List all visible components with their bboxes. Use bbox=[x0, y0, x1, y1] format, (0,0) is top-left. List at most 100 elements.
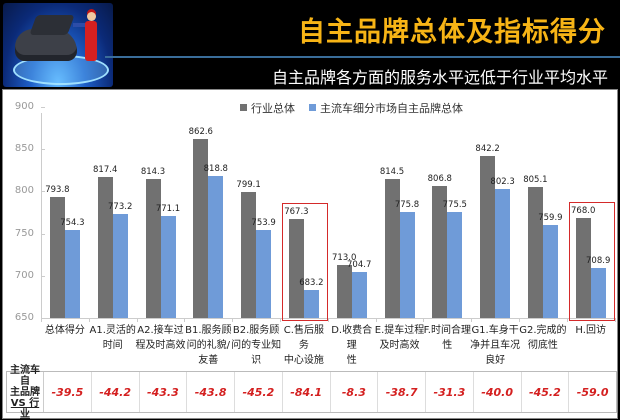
x-category-label: G1.车身干 净并且车况良好 bbox=[470, 323, 520, 368]
x-category-label: D.收费合理性 bbox=[327, 323, 377, 368]
data-label-domestic: 753.9 bbox=[251, 218, 276, 229]
difference-cell: -40.0 bbox=[474, 372, 522, 412]
data-label-domestic: 773.2 bbox=[108, 202, 133, 213]
data-label-industry: 842.2 bbox=[475, 143, 500, 154]
category-label-line: C.售后服务 bbox=[283, 325, 324, 351]
bar-industry bbox=[145, 179, 161, 318]
x-tick-mark bbox=[375, 318, 377, 322]
data-label-domestic: 802.3 bbox=[490, 177, 515, 188]
difference-cell: -59.0 bbox=[576, 385, 609, 399]
y-tick-label: 700 bbox=[14, 269, 34, 281]
category-label-line: B1.服务顾 bbox=[185, 325, 232, 336]
legend-label: 主流车细分市场自主品牌总体 bbox=[320, 102, 463, 115]
x-tick-mark bbox=[232, 318, 234, 322]
category-label-line: B2.服务顾 bbox=[232, 325, 280, 336]
legend-item-industry: 行业总体 bbox=[240, 100, 295, 116]
y-tick-label: 800 bbox=[14, 185, 34, 197]
bar-industry bbox=[241, 192, 257, 318]
category-label-line: 良好 bbox=[485, 355, 506, 366]
bar-industry bbox=[384, 179, 400, 318]
bar-domestic bbox=[208, 175, 224, 318]
category-label-line: G1.车身干 bbox=[471, 325, 519, 336]
data-label-industry: 805.1 bbox=[523, 175, 548, 186]
difference-cell: -43.8 bbox=[187, 372, 235, 412]
data-label-industry: 799.1 bbox=[236, 180, 261, 191]
difference-row-header: 主流车自 主品牌 VS 行业 bbox=[7, 365, 44, 420]
bar-domestic bbox=[160, 215, 176, 318]
data-label-domestic: 759.9 bbox=[538, 213, 563, 224]
difference-cell: -43.3 bbox=[140, 372, 188, 412]
data-label-domestic: 775.8 bbox=[394, 199, 420, 210]
bar-domestic bbox=[590, 268, 606, 318]
bar-industry bbox=[193, 138, 209, 318]
x-category-label: C.售后服务 中心设施 bbox=[279, 323, 329, 368]
header: 自主品牌总体及指标得分 自主品牌各方面的服务水平远低于行业平均水平 bbox=[0, 0, 620, 90]
x-category-label: A1.灵活的 时间 bbox=[88, 323, 138, 353]
data-label-domestic: 771.1 bbox=[155, 203, 181, 214]
bar-industry bbox=[97, 176, 113, 318]
difference-cell: -39.5 bbox=[44, 372, 92, 412]
category-label-line: 问的专业知 bbox=[231, 340, 282, 351]
difference-table: 主流车自 主品牌 VS 行业 -39.5 -44.2 -43.3 -43.8 -… bbox=[6, 365, 617, 420]
y-tick-mark bbox=[41, 107, 45, 108]
difference-cell: -44.2 bbox=[92, 372, 140, 412]
x-category-label: B2.服务顾 问的专业知识 bbox=[231, 323, 281, 368]
difference-cell: -45.2 bbox=[235, 372, 283, 412]
bar-industry bbox=[480, 155, 496, 318]
x-tick-mark bbox=[41, 318, 42, 322]
bar-domestic bbox=[447, 212, 463, 318]
data-label-industry: 793.8 bbox=[45, 184, 70, 195]
category-label-line: G2.完成的 bbox=[519, 325, 567, 336]
category-label-line: H.回访 bbox=[575, 325, 606, 336]
x-category-label: E.提车过程 及时高效 bbox=[375, 323, 425, 353]
x-tick-mark bbox=[519, 318, 520, 322]
data-label-industry: 806.8 bbox=[427, 173, 452, 184]
y-tick-mark bbox=[41, 149, 45, 151]
difference-cell: -8.3 bbox=[331, 372, 379, 412]
data-label-domestic: 708.9 bbox=[586, 256, 611, 267]
x-tick-mark bbox=[566, 318, 568, 322]
bar-industry bbox=[575, 218, 591, 318]
bar-domestic bbox=[351, 271, 367, 318]
data-label-domestic: 683.2 bbox=[299, 277, 324, 288]
x-tick-mark bbox=[423, 318, 425, 322]
bar-industry bbox=[288, 218, 304, 318]
category-label-line: 总体得分 bbox=[44, 325, 85, 336]
y-tick-mark bbox=[41, 275, 45, 277]
category-label-line: 识 bbox=[251, 355, 262, 366]
difference-cell: -38.7 bbox=[378, 372, 426, 412]
category-label-line: A1.灵活的 bbox=[89, 325, 136, 336]
data-label-industry: 862.6 bbox=[188, 126, 213, 137]
x-tick-mark bbox=[136, 318, 138, 322]
y-tick-mark bbox=[41, 191, 45, 193]
highlight-box bbox=[281, 202, 328, 321]
bar-domestic bbox=[112, 214, 128, 318]
data-label-industry: 767.3 bbox=[284, 206, 309, 217]
x-tick-mark bbox=[471, 318, 473, 322]
difference-cell: -84.1 bbox=[283, 372, 331, 412]
data-label-domestic: 754.3 bbox=[60, 217, 85, 228]
category-label-line: E.提车过程 bbox=[374, 325, 425, 336]
page-subtitle: 自主品牌各方面的服务水平远低于行业平均水平 bbox=[271, 68, 608, 87]
title-divider bbox=[105, 56, 620, 58]
x-category-label: 总体得分 bbox=[40, 323, 90, 338]
category-label-line: 净并且车况 bbox=[470, 340, 521, 351]
highlight-box bbox=[568, 202, 615, 321]
x-category-label: G2.完成的 彻底性 bbox=[518, 323, 568, 353]
y-tick-label: 850 bbox=[14, 143, 34, 155]
x-tick-mark bbox=[184, 318, 186, 322]
x-tick-mark bbox=[327, 318, 329, 322]
y-tick-label: 650 bbox=[14, 312, 34, 323]
category-label-line: F.时间合理 bbox=[423, 325, 471, 336]
category-label-line: 问的礼貌/ bbox=[186, 340, 230, 351]
bar-industry bbox=[49, 196, 65, 318]
data-label-domestic: 704.7 bbox=[347, 259, 372, 270]
category-label-line: 及时高效 bbox=[379, 340, 420, 351]
x-category-label: F.时间合理性 bbox=[422, 323, 472, 353]
category-label-line: 程及时高效 bbox=[135, 340, 186, 351]
bar-industry bbox=[527, 187, 543, 318]
row-header-line: VS 行业 bbox=[10, 397, 40, 420]
x-tick-mark bbox=[614, 318, 616, 322]
x-tick-mark bbox=[280, 318, 281, 322]
difference-cell: -31.3 bbox=[426, 372, 474, 412]
